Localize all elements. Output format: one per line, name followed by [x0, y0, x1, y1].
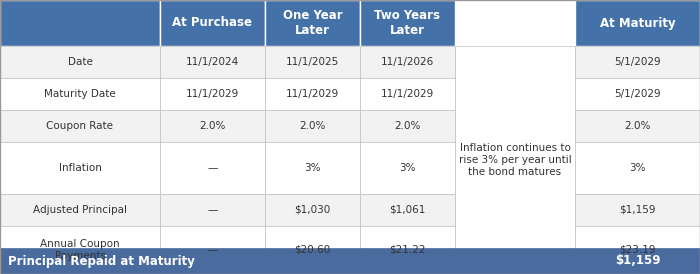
Text: 5/1/2029: 5/1/2029 [614, 89, 661, 99]
Text: 2.0%: 2.0% [300, 121, 326, 131]
Text: 11/1/2024: 11/1/2024 [186, 57, 239, 67]
Bar [160, 110, 265, 142]
Bar [360, 142, 455, 194]
Text: $1,030: $1,030 [295, 205, 330, 215]
Text: $1,159: $1,159 [615, 255, 660, 267]
Bar [455, 46, 575, 274]
Bar [575, 226, 700, 274]
Bar [265, 110, 360, 142]
Bar [575, 78, 700, 110]
Bar [0, 78, 160, 110]
Bar [265, 226, 360, 274]
Bar [160, 226, 265, 274]
Text: Maturity Date: Maturity Date [44, 89, 116, 99]
Text: $1,159: $1,159 [620, 205, 656, 215]
Bar [160, 0, 265, 46]
Text: 11/1/2029: 11/1/2029 [186, 89, 239, 99]
Text: Inflation continues to
rise 3% per year until
the bond matures: Inflation continues to rise 3% per year … [458, 143, 571, 177]
Text: 2.0%: 2.0% [199, 121, 225, 131]
Text: 5/1/2029: 5/1/2029 [614, 57, 661, 67]
Bar [360, 194, 455, 226]
Bar [0, 194, 160, 226]
Text: Inflation: Inflation [59, 163, 102, 173]
Text: —: — [207, 245, 218, 255]
Text: Principal Repaid at Maturity: Principal Repaid at Maturity [8, 255, 195, 267]
Text: 3%: 3% [629, 163, 645, 173]
Text: Coupon Rate: Coupon Rate [46, 121, 113, 131]
Text: 11/1/2026: 11/1/2026 [381, 57, 434, 67]
Bar [265, 142, 360, 194]
Bar [160, 142, 265, 194]
Text: 11/1/2025: 11/1/2025 [286, 57, 339, 67]
Text: —: — [207, 163, 218, 173]
Bar [360, 226, 455, 274]
Bar [0, 0, 160, 46]
Text: $1,061: $1,061 [389, 205, 426, 215]
Bar [265, 194, 360, 226]
Bar [0, 226, 160, 274]
Bar [265, 78, 360, 110]
Text: Date: Date [68, 57, 92, 67]
Text: 2.0%: 2.0% [394, 121, 421, 131]
Bar [575, 142, 700, 194]
Text: $23.19: $23.19 [620, 245, 656, 255]
Text: $21.22: $21.22 [389, 245, 426, 255]
Bar [160, 78, 265, 110]
Text: One Year
Later: One Year Later [283, 9, 342, 37]
Text: Annual Coupon
Payments: Annual Coupon Payments [40, 239, 120, 261]
Bar [0, 46, 160, 78]
Text: Two Years
Later: Two Years Later [374, 9, 440, 37]
Bar [575, 46, 700, 78]
Bar [575, 0, 700, 46]
Bar [575, 110, 700, 142]
Bar [160, 194, 265, 226]
Text: 11/1/2029: 11/1/2029 [381, 89, 434, 99]
Bar [360, 0, 455, 46]
Bar [455, 0, 575, 46]
Bar [0, 142, 160, 194]
Text: $20.60: $20.60 [295, 245, 330, 255]
Bar [265, 46, 360, 78]
Text: 3%: 3% [304, 163, 321, 173]
Bar [265, 0, 360, 46]
Bar [360, 46, 455, 78]
Bar [0, 248, 700, 274]
Text: Adjusted Principal: Adjusted Principal [33, 205, 127, 215]
Bar [575, 194, 700, 226]
Bar [160, 46, 265, 78]
Text: 3%: 3% [399, 163, 416, 173]
Bar [0, 110, 160, 142]
Bar [360, 78, 455, 110]
Text: 11/1/2029: 11/1/2029 [286, 89, 339, 99]
Bar [360, 110, 455, 142]
Text: 2.0%: 2.0% [624, 121, 651, 131]
Text: At Maturity: At Maturity [600, 16, 676, 30]
Text: At Purchase: At Purchase [172, 16, 253, 30]
Text: —: — [207, 205, 218, 215]
